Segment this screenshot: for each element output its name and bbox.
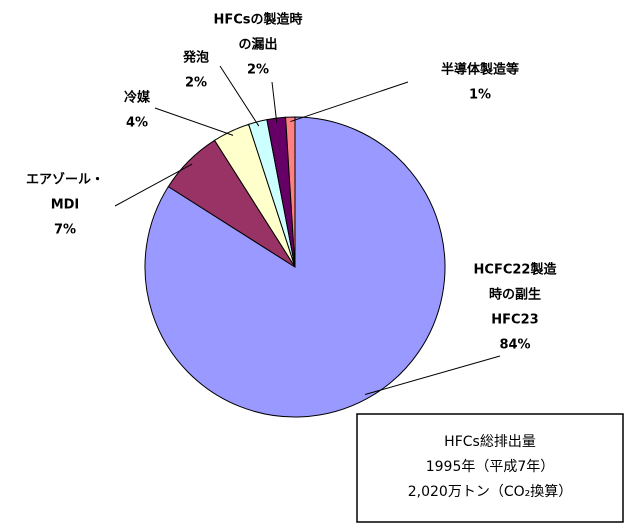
slice-label: HFC23 [491,313,538,328]
annotation-box [356,413,624,523]
slice-label: エアゾール・ [26,172,104,188]
value-label: 7% [54,223,76,238]
leader-line [219,65,260,127]
slice-label: HFCsの製造時 [213,12,302,28]
slice-label: 冷媒 [124,90,151,106]
value-label: 2% [247,63,269,78]
leader-line [290,81,409,123]
slice-label: 半導体製造等 [441,62,519,78]
pie-slice [285,116,296,268]
slice-label: HCFC22製造 [474,262,558,278]
leader-line [114,163,193,207]
leader-line [154,107,234,136]
annotation-text: 2,020万トン（CO₂換算） [408,484,573,500]
value-label: 84% [499,338,530,353]
leader-line [271,81,278,123]
leader-line [364,355,501,395]
slice-label: 時の副生 [489,287,541,303]
slice-label: 発泡 [182,50,209,66]
slice-label: の漏出 [238,37,277,53]
value-label: 4% [126,116,148,131]
value-label: 1% [469,88,491,103]
value-label: 2% [185,76,207,91]
slice-label: MDI [51,198,80,213]
annotation-text: HFCs総排出量 [444,434,536,450]
annotation-text: 1995年（平成7年） [426,459,555,475]
